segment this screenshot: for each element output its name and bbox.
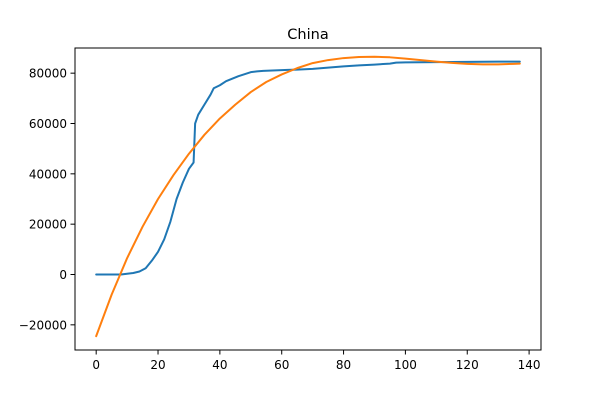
series-line-2 (95, 55, 521, 338)
x-axis-ticks: 0 20 40 60 80 100 120 140 (92, 350, 541, 372)
series-line-1 (95, 60, 521, 276)
y-tick-label: −20000 (19, 318, 67, 332)
x-tick-label: 20 (150, 358, 165, 372)
x-tick-label: 100 (394, 358, 417, 372)
x-tick-label: 80 (336, 358, 351, 372)
y-tick-label: 80000 (29, 67, 67, 81)
x-tick-label: 0 (92, 358, 100, 372)
y-tick-label: 40000 (29, 167, 67, 181)
x-tick-label: 140 (518, 358, 541, 372)
plot-frame (74, 47, 542, 351)
chart-title: China (287, 27, 328, 43)
x-tick-label: 60 (274, 358, 289, 372)
series-layer (95, 55, 521, 338)
x-tick-label: 120 (456, 358, 479, 372)
y-axis-ticks: −20000 0 20000 40000 60000 80000 (19, 67, 75, 332)
x-tick-label: 40 (212, 358, 227, 372)
y-tick-label: 60000 (29, 117, 67, 131)
y-tick-label: 20000 (29, 218, 67, 232)
y-tick-label: 0 (59, 268, 67, 282)
